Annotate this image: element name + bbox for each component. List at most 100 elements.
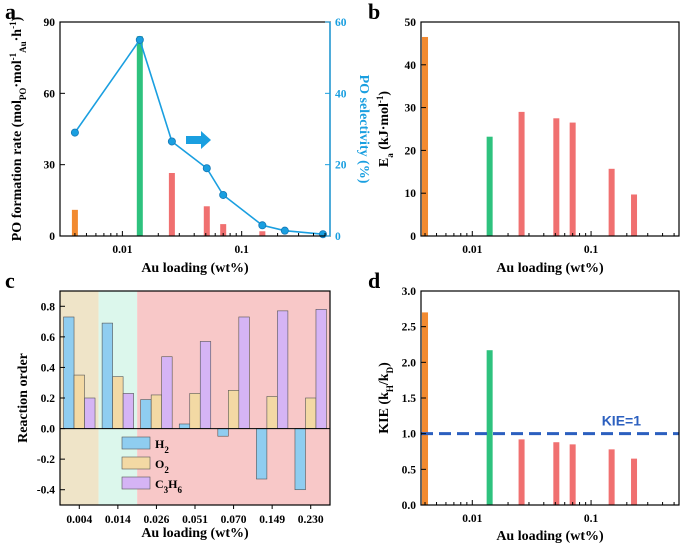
bar (150, 394, 162, 429)
bar (518, 439, 525, 505)
right-arrow (186, 131, 211, 149)
x-tick-label: 0.149 (259, 514, 285, 526)
label-part: (kJ·mol (377, 103, 392, 153)
x-tick-label: 0.014 (105, 514, 131, 526)
x-tick-label: 0.230 (298, 514, 324, 526)
y-tick-label: 0 (49, 231, 55, 243)
x-tick-label: 0.01 (112, 244, 132, 256)
bar (305, 397, 317, 429)
bar (71, 209, 78, 236)
x-tick-label: 0.051 (182, 514, 208, 526)
panel-label: d (368, 268, 380, 293)
plot-frame (420, 21, 680, 237)
x-axis-title: Au loading (wt%) (141, 261, 249, 276)
x-axis-title: Au loading (wt%) (141, 526, 249, 541)
label-part: 6 (178, 485, 183, 495)
bar (608, 449, 615, 505)
y-tick-label: 30 (44, 160, 56, 172)
bar (277, 310, 289, 429)
y-tick-label: 0.2 (41, 393, 56, 405)
bar (84, 397, 96, 429)
y-tick-label: -0.4 (37, 485, 55, 497)
bar (569, 444, 576, 505)
y-tick-label: 0.8 (41, 301, 56, 313)
panel-label: a (5, 0, 16, 24)
x-tick-label: 0.1 (584, 244, 599, 256)
label-part: ) (377, 91, 392, 96)
y-tick-label: 3.0 (402, 286, 417, 298)
panel-label: c (5, 268, 15, 293)
right-y-tick-label: 0 (335, 231, 341, 243)
bar (631, 458, 638, 505)
legend-label: O2 (155, 457, 169, 475)
label-part: ·h (10, 29, 25, 42)
bar (256, 428, 268, 480)
y-tick-label: 1.0 (402, 429, 417, 441)
x-axis-title: Au loading (wt%) (496, 529, 604, 544)
bar (228, 390, 240, 429)
bar (553, 118, 560, 236)
label-part: C (155, 477, 164, 491)
selectivity-point (135, 35, 144, 44)
label-part: ) (10, 16, 25, 21)
label-part: D (385, 366, 395, 373)
label-part: ) (377, 362, 392, 367)
y-tick-label: 20 (405, 145, 417, 157)
bar (486, 350, 493, 505)
y-tick-label: 2.0 (402, 357, 417, 369)
legend-label: C3H6 (155, 477, 183, 495)
y-tick-label: 40 (405, 60, 417, 72)
bar (140, 399, 152, 429)
y-tick-label: 0.0 (402, 500, 417, 512)
right-y-tick-label: 60 (335, 17, 347, 29)
bar (608, 168, 615, 236)
label-part: PO (18, 88, 28, 101)
label-part: 2 (164, 445, 169, 455)
label-part: -1 (8, 52, 18, 60)
label-part: 3 (164, 485, 169, 495)
label-part: PO formation rate (mol (10, 100, 25, 241)
selectivity-point (202, 164, 211, 173)
x-axis-title: Au loading (wt%) (496, 261, 604, 276)
y-tick-label: 1.5 (402, 393, 417, 405)
bar (161, 356, 173, 429)
selectivity-point (258, 221, 267, 230)
label-part: H (168, 477, 178, 491)
x-tick-label: 0.026 (143, 514, 169, 526)
y-axis-title: Reaction order (16, 353, 31, 443)
y-tick-label: 2.5 (402, 322, 417, 334)
bar (112, 376, 124, 429)
y-tick-label: 0.6 (41, 332, 56, 344)
label-part: KIE (k (377, 392, 392, 434)
bar (259, 231, 266, 236)
plot-frame (420, 290, 680, 506)
label-part: 2 (164, 465, 169, 475)
bar (553, 442, 560, 505)
bar (238, 316, 250, 429)
bar (569, 122, 576, 236)
bar (189, 393, 201, 429)
label-part: O (155, 457, 164, 471)
bar (631, 194, 638, 236)
bar (217, 428, 229, 437)
label-part: a (385, 153, 395, 158)
plot-frame (59, 21, 331, 237)
y-axis-title: Ea (kJ·mol-1) (375, 91, 395, 168)
bar (294, 428, 306, 491)
bar (168, 172, 175, 236)
reference-line-label: KIE=1 (602, 413, 642, 429)
x-tick-label: 0.004 (66, 514, 92, 526)
y-tick-label: 0.0 (41, 424, 56, 436)
label-part: E (377, 158, 392, 167)
y-tick-label: 0 (410, 231, 416, 243)
x-tick-label: 0.1 (234, 244, 249, 256)
label-part: ·mol (10, 60, 25, 87)
bar (101, 322, 113, 429)
y-tick-label: 30 (405, 103, 417, 115)
y-tick-label: 0.4 (41, 362, 56, 374)
selectivity-point (167, 137, 176, 146)
selectivity-point (219, 190, 228, 199)
label-part: -1 (8, 21, 18, 29)
right-y-tick-label: 40 (335, 88, 347, 100)
